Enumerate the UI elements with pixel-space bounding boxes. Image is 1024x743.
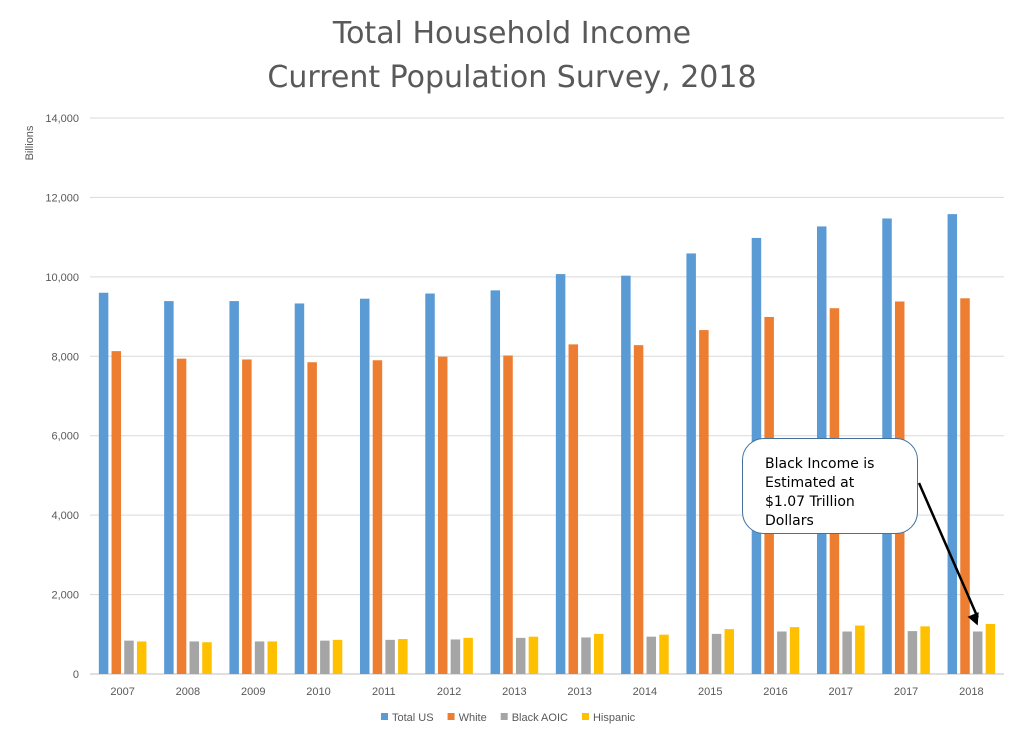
bar-black-aoic — [907, 631, 918, 674]
bar-black-aoic — [189, 641, 200, 674]
bar-white — [633, 345, 644, 674]
legend-label: Hispanic — [593, 712, 636, 724]
bar-black-aoic — [711, 633, 722, 674]
bar-hispanic — [202, 642, 212, 674]
legend-swatch — [500, 713, 508, 720]
annotation-line-3: $1.07 Trillion Dollars — [765, 494, 855, 529]
legend-label: White — [459, 712, 487, 724]
bar-white — [242, 359, 252, 674]
bar-total-us — [164, 301, 174, 674]
annotation-arrow-line — [917, 482, 979, 619]
bar-hispanic — [332, 639, 343, 674]
bar-white — [568, 344, 579, 674]
x-tick-label: 2009 — [241, 686, 265, 698]
bar-total-us — [229, 301, 239, 674]
y-tick-label: 0 — [73, 669, 79, 681]
y-tick-label: 8,000 — [51, 351, 79, 363]
bar-white — [699, 330, 709, 674]
bar-hispanic — [985, 623, 996, 674]
legend-label: Total US — [392, 712, 434, 724]
x-tick-label: 2012 — [437, 686, 461, 698]
x-tick-label: 2013 — [502, 686, 526, 698]
legend-swatch — [381, 713, 388, 720]
bar-total-us — [425, 293, 435, 674]
bar-total-us — [98, 292, 109, 674]
bar-total-us — [294, 303, 305, 674]
bar-total-us — [947, 214, 958, 674]
legend-swatch — [447, 713, 455, 720]
bar-hispanic — [920, 626, 930, 674]
legend-label: Black AOIC — [512, 712, 568, 724]
bar-black-aoic — [385, 639, 395, 674]
chart-title-line-1: Total Household Income — [332, 16, 692, 51]
bar-black-aoic — [972, 631, 983, 674]
bar-black-aoic — [320, 640, 330, 674]
bar-total-us — [621, 275, 631, 674]
x-tick-label: 2010 — [306, 686, 330, 698]
bar-hispanic — [463, 637, 473, 674]
bar-hispanic — [528, 636, 539, 674]
x-tick-label: 2011 — [372, 686, 396, 698]
bar-white — [111, 351, 122, 674]
bar-white — [503, 355, 513, 674]
y-tick-label: 12,000 — [45, 192, 79, 204]
bar-black-aoic — [842, 631, 852, 674]
bar-hispanic — [659, 634, 669, 674]
y-tick-label: 4,000 — [51, 510, 79, 522]
bar-total-us — [686, 253, 696, 674]
annotation-callout: Black Income is Estimated at $1.07 Trill… — [742, 438, 918, 534]
bar-black-aoic — [124, 640, 134, 674]
annotation-arrow-head — [967, 612, 979, 626]
bar-black-aoic — [254, 641, 265, 674]
y-tick-label: 10,000 — [45, 272, 79, 284]
y-tick-label: 14,000 — [45, 113, 79, 125]
bar-hispanic — [398, 639, 408, 674]
annotation-line-2: Estimated at — [765, 475, 855, 491]
bar-total-us — [359, 298, 370, 674]
x-tick-label: 2016 — [763, 686, 787, 698]
x-tick-label: 2013 — [567, 686, 591, 698]
bar-white — [307, 362, 317, 674]
bar-total-us — [555, 274, 566, 674]
bar-white — [960, 298, 970, 674]
legend-swatch — [581, 713, 589, 720]
bar-hispanic — [136, 641, 147, 674]
bar-hispanic — [855, 625, 865, 674]
x-tick-label: 2015 — [698, 686, 722, 698]
bar-white — [176, 358, 187, 674]
bar-hispanic — [789, 627, 800, 674]
bar-total-us — [490, 290, 501, 674]
y-tick-label: 6,000 — [51, 431, 79, 443]
x-tick-label: 2007 — [110, 686, 134, 698]
bar-white — [372, 360, 383, 674]
x-tick-label: 2017 — [829, 686, 853, 698]
bar-black-aoic — [777, 631, 787, 674]
y-tick-label: 2,000 — [51, 590, 79, 602]
x-tick-label: 2017 — [894, 686, 918, 698]
bar-black-aoic — [646, 636, 657, 674]
annotation-line-1: Black Income is — [765, 456, 875, 472]
bar-hispanic — [724, 629, 735, 674]
x-tick-label: 2014 — [633, 686, 657, 698]
bar-white — [437, 356, 448, 674]
x-tick-label: 2008 — [176, 686, 200, 698]
chart-title-line-2: Current Population Survey, 2018 — [267, 60, 757, 95]
bar-hispanic — [267, 641, 278, 674]
bar-black-aoic — [515, 637, 526, 674]
bar-hispanic — [593, 633, 604, 674]
bar-black-aoic — [450, 639, 461, 674]
x-tick-label: 2018 — [959, 686, 983, 698]
bar-black-aoic — [581, 637, 591, 674]
y-axis-label: Billions — [24, 125, 36, 160]
